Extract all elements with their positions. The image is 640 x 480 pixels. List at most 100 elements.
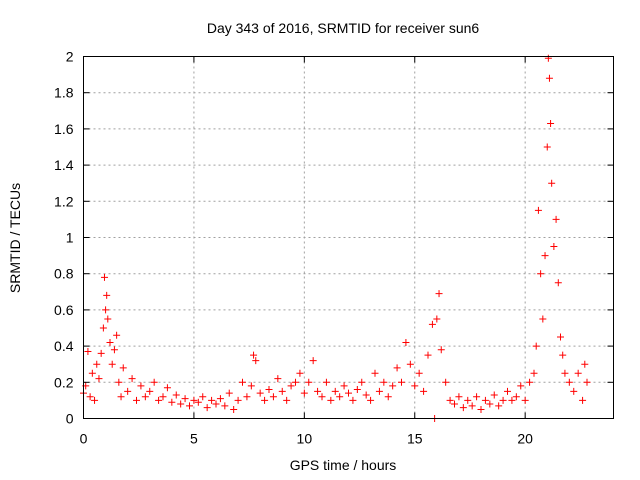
data-point <box>554 279 562 287</box>
data-point <box>269 393 277 401</box>
data-point <box>512 393 520 401</box>
data-point <box>155 396 163 404</box>
data-point <box>561 369 569 377</box>
data-point <box>221 402 229 410</box>
y-tick-label: 2 <box>66 49 74 65</box>
data-point <box>420 387 428 395</box>
data-point <box>473 393 481 401</box>
data-point <box>186 402 193 410</box>
data-point <box>86 393 94 401</box>
data-point <box>274 375 282 383</box>
data-point <box>340 382 348 390</box>
data-point <box>499 396 507 404</box>
data-point <box>367 396 375 404</box>
data-point <box>104 315 112 323</box>
data-point <box>550 243 558 251</box>
data-point <box>283 396 291 404</box>
data-point <box>424 351 432 359</box>
data-point <box>481 396 489 404</box>
data-point <box>552 215 560 223</box>
data-point <box>113 331 121 339</box>
y-axis-label: SRMTID / TECUs <box>7 183 23 293</box>
x-axis-label: GPS time / hours <box>290 457 397 473</box>
data-point <box>252 357 260 365</box>
data-points <box>80 54 591 422</box>
data-point <box>336 393 344 401</box>
data-point <box>526 378 534 386</box>
data-point <box>384 393 392 401</box>
data-point <box>428 320 436 328</box>
data-point <box>455 393 463 401</box>
data-point <box>393 364 401 372</box>
data-point <box>115 378 123 386</box>
data-point <box>292 378 299 386</box>
data-point <box>287 382 295 390</box>
data-point <box>95 375 103 383</box>
data-point <box>446 396 454 404</box>
data-point <box>559 351 567 359</box>
data-point <box>508 396 516 404</box>
data-point <box>102 306 110 314</box>
data-point <box>349 396 357 404</box>
data-point <box>504 387 511 395</box>
data-point <box>212 400 220 408</box>
y-tick-label: 0 <box>66 411 74 427</box>
data-point <box>314 387 322 395</box>
data-point <box>406 360 414 368</box>
data-point <box>103 291 111 299</box>
data-point <box>234 396 242 404</box>
data-point <box>239 378 246 386</box>
y-tick-label: 0.4 <box>54 338 74 354</box>
data-point <box>486 400 494 408</box>
data-point <box>548 179 556 187</box>
data-point <box>389 382 397 390</box>
data-point <box>490 391 498 399</box>
data-point <box>331 387 339 395</box>
data-point <box>545 74 553 82</box>
data-point <box>84 348 92 356</box>
data-point <box>278 387 286 395</box>
data-point <box>402 338 410 346</box>
data-point <box>583 378 591 386</box>
data-point <box>309 357 317 365</box>
data-point <box>250 351 258 359</box>
data-point <box>411 382 419 390</box>
data-point <box>541 252 549 260</box>
data-point <box>534 206 542 214</box>
data-point <box>579 396 587 404</box>
data-point <box>415 369 423 377</box>
y-tick-label: 1.8 <box>54 85 74 101</box>
data-point <box>216 395 224 403</box>
y-tick-label: 0.6 <box>54 302 74 318</box>
data-point <box>305 378 313 386</box>
data-point <box>108 360 116 368</box>
data-point <box>194 398 202 406</box>
data-point <box>208 396 216 404</box>
data-point <box>88 369 96 377</box>
data-point <box>544 54 552 62</box>
data-point <box>437 346 445 354</box>
data-point <box>539 315 547 323</box>
data-point <box>532 342 540 350</box>
data-point <box>451 400 458 408</box>
data-point <box>459 404 467 412</box>
data-point <box>181 395 189 403</box>
data-point <box>557 333 564 341</box>
data-point <box>261 396 269 404</box>
data-point <box>318 393 326 401</box>
data-point <box>547 119 555 127</box>
data-point <box>345 389 352 397</box>
x-tick-label: 5 <box>190 431 198 447</box>
data-point <box>296 369 304 377</box>
data-point <box>141 393 149 401</box>
data-point <box>99 324 107 332</box>
y-tick-label: 0.2 <box>54 374 74 390</box>
data-point <box>362 391 370 399</box>
data-point <box>100 273 108 281</box>
y-tick-label: 1 <box>66 230 74 246</box>
data-point <box>442 378 450 386</box>
data-point <box>163 384 171 392</box>
data-point <box>256 389 264 397</box>
data-point <box>327 396 335 404</box>
